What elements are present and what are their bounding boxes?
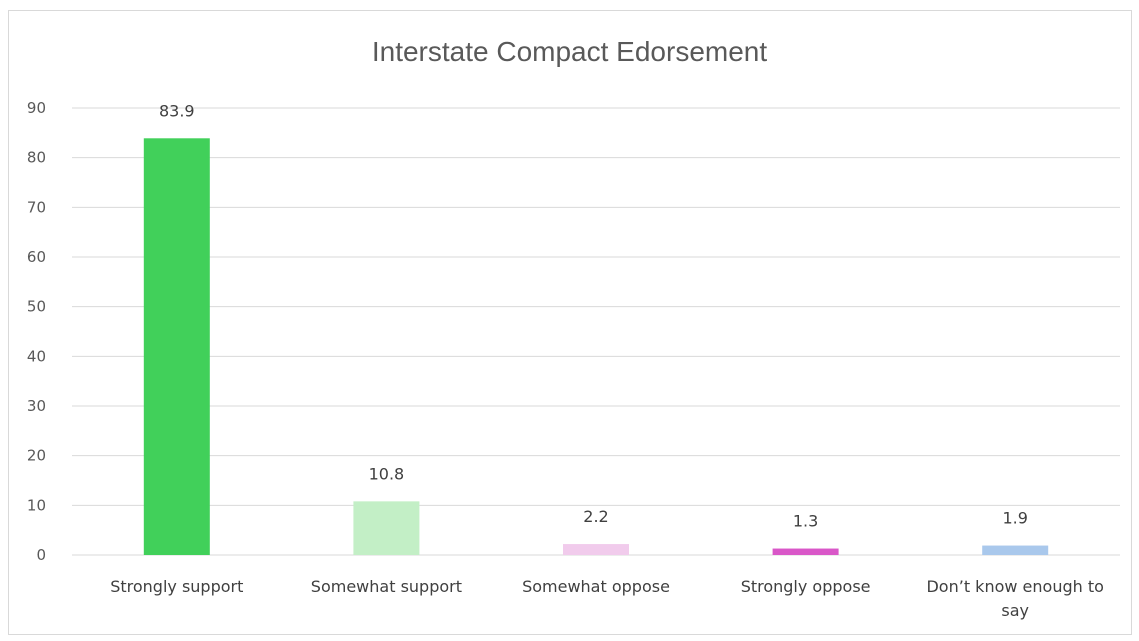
data-label: 10.8	[369, 464, 405, 483]
data-label: 83.9	[159, 101, 195, 120]
y-tick-label: 30	[27, 397, 46, 415]
data-label: 2.2	[583, 507, 608, 526]
bar	[982, 545, 1049, 555]
y-tick-label: 80	[27, 149, 46, 167]
y-tick-label: 0	[36, 546, 46, 564]
x-category-label: Don’t know enough to say	[926, 577, 1103, 620]
y-tick-label: 10	[27, 496, 46, 514]
data-label: 1.3	[793, 512, 818, 531]
bar	[772, 548, 839, 555]
bar	[143, 138, 210, 555]
x-category-label: Strongly support	[110, 577, 243, 596]
x-category-label: Strongly oppose	[741, 577, 871, 596]
y-tick-label: 90	[27, 99, 46, 117]
y-tick-label: 40	[27, 347, 46, 365]
x-category-label: Somewhat oppose	[522, 577, 670, 596]
bar	[563, 544, 629, 555]
y-tick-label: 70	[27, 198, 46, 216]
bar	[353, 501, 420, 555]
y-tick-label: 50	[27, 298, 46, 316]
y-tick-label: 60	[27, 248, 46, 266]
y-tick-label: 20	[27, 447, 46, 465]
data-label: 1.9	[1002, 509, 1027, 528]
chart-title: Interstate Compact Edorsement	[371, 36, 768, 67]
x-category-label: Somewhat support	[311, 577, 462, 596]
